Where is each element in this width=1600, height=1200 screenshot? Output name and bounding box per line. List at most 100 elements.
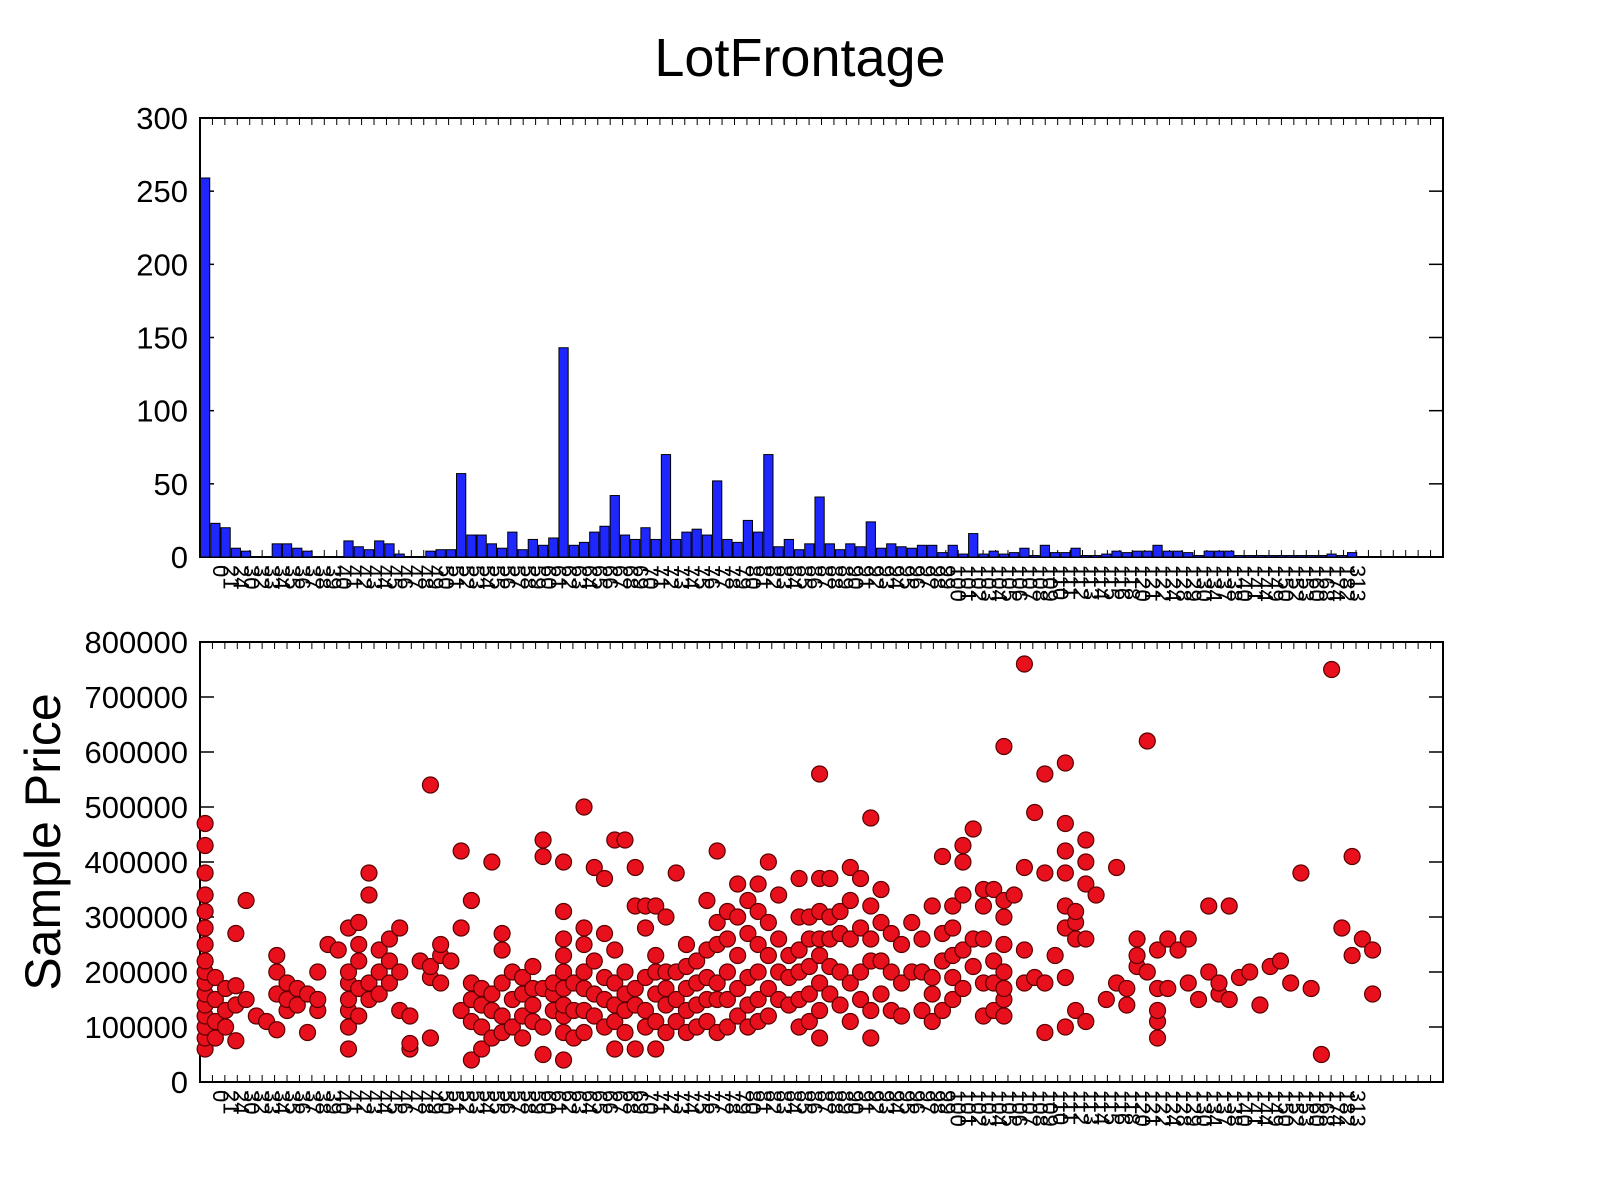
scatter-point bbox=[554, 853, 573, 871]
scatter-point bbox=[575, 935, 593, 954]
scatter-point bbox=[595, 924, 614, 943]
scatter-point bbox=[473, 1040, 491, 1058]
scatter-point bbox=[421, 957, 440, 976]
x-tick-label: 48 bbox=[413, 1090, 438, 1114]
x-tick-label: 73 bbox=[669, 1090, 694, 1114]
x-tick-label: 182 bbox=[1335, 565, 1360, 602]
x-tick-label: 50 bbox=[433, 565, 458, 589]
x-tick-label: 24 bbox=[229, 565, 254, 589]
histogram-bar bbox=[1080, 555, 1091, 558]
x-tick-label: 140 bbox=[1232, 565, 1257, 602]
scatter-point bbox=[749, 963, 767, 981]
scatter-point bbox=[1097, 990, 1115, 1009]
x-tick-label: 56 bbox=[495, 1090, 520, 1114]
scatter-point bbox=[974, 930, 993, 948]
x-tick-label: 48 bbox=[413, 565, 438, 589]
scatter-point bbox=[749, 935, 767, 954]
histogram-bar bbox=[650, 538, 661, 558]
x-tick-label: 68 bbox=[618, 565, 643, 589]
x-tick-label: 90 bbox=[843, 565, 868, 589]
scatter-point bbox=[452, 919, 470, 937]
x-tick-label: 128 bbox=[1171, 1090, 1196, 1127]
histogram-bar bbox=[1142, 550, 1153, 558]
x-tick-label: 137 bbox=[1212, 1090, 1237, 1127]
scatter-point bbox=[483, 985, 501, 1003]
y-tick-label: 200000 bbox=[85, 955, 188, 990]
scatter-point bbox=[862, 897, 880, 915]
x-tick-label: 78 bbox=[720, 565, 745, 589]
histogram-bar bbox=[753, 531, 764, 558]
x-tick-label: 80 bbox=[741, 1090, 766, 1114]
histogram-bar bbox=[1275, 555, 1286, 558]
histogram-bar bbox=[712, 480, 723, 558]
scatter-point bbox=[964, 820, 982, 838]
histogram-bar bbox=[978, 553, 989, 558]
x-tick-label: 53 bbox=[464, 1090, 489, 1114]
scatter-point bbox=[954, 853, 972, 871]
histogram-bar bbox=[394, 553, 405, 558]
scatter-point bbox=[667, 1012, 685, 1031]
scatter-point bbox=[995, 935, 1013, 954]
x-tick-label: 79 bbox=[730, 565, 755, 589]
scatter-point bbox=[1118, 996, 1136, 1014]
scatter-point bbox=[1343, 946, 1361, 965]
x-tick-label: 73 bbox=[669, 565, 694, 589]
histogram-bar bbox=[599, 525, 610, 558]
scatter-point bbox=[800, 985, 818, 1003]
scatter-point bbox=[227, 977, 245, 995]
y-tick-label: 200 bbox=[136, 247, 188, 282]
scatter-point bbox=[1271, 952, 1290, 970]
x-tick-label: 36 bbox=[290, 565, 315, 589]
histogram-bar bbox=[722, 538, 733, 558]
x-tick-label: 109 bbox=[1038, 565, 1063, 602]
scatter-point bbox=[657, 908, 675, 926]
scatter-point bbox=[903, 913, 921, 932]
x-tick-label: 91 bbox=[853, 1090, 878, 1114]
histogram-bar bbox=[998, 553, 1010, 558]
scatter-point bbox=[933, 847, 952, 866]
x-tick-label: 93 bbox=[874, 1090, 899, 1114]
x-tick-label: 120 bbox=[1130, 565, 1155, 602]
y-tick-label: 150 bbox=[136, 321, 188, 356]
scatter-point bbox=[1056, 814, 1074, 833]
histogram-bar bbox=[640, 527, 651, 558]
scatter-point bbox=[196, 919, 214, 937]
histogram-bar bbox=[701, 534, 713, 558]
x-tick-label: 100 bbox=[945, 565, 970, 602]
scatter-point bbox=[1077, 930, 1095, 948]
x-tick-label: 313 bbox=[1345, 1090, 1370, 1127]
x-tick-label: 84 bbox=[782, 565, 807, 589]
scatter-point bbox=[1067, 902, 1085, 921]
scatter-point bbox=[749, 875, 767, 893]
scatter-point bbox=[995, 979, 1013, 998]
x-tick-label: 67 bbox=[608, 565, 633, 589]
x-tick-label: 313 bbox=[1345, 565, 1370, 602]
x-tick-label: 55 bbox=[485, 565, 510, 589]
scatter-point bbox=[1200, 963, 1218, 981]
scatter-point bbox=[554, 946, 573, 965]
x-tick-label: 75 bbox=[689, 565, 714, 589]
x-tick-label: 77 bbox=[710, 565, 735, 589]
x-tick-label: 140 bbox=[1232, 1090, 1257, 1127]
scatter-point bbox=[1026, 803, 1044, 822]
scatter-point bbox=[370, 941, 388, 959]
x-tick-label: 90 bbox=[843, 1090, 868, 1114]
x-tick-label: 53 bbox=[464, 565, 489, 589]
scatter-point bbox=[995, 963, 1013, 981]
x-tick-label: 21 bbox=[218, 565, 243, 589]
x-tick-label: 72 bbox=[659, 565, 684, 589]
y-tick-label: 100000 bbox=[85, 1010, 188, 1045]
scatter-point bbox=[493, 974, 511, 992]
x-tick-label: 63 bbox=[567, 1090, 592, 1114]
histogram-bar bbox=[1306, 555, 1317, 558]
x-tick-label: 84 bbox=[782, 1090, 807, 1114]
histogram-bar bbox=[1162, 550, 1173, 558]
scatter-point bbox=[227, 924, 245, 943]
scatter-point bbox=[862, 930, 880, 948]
histogram-bar bbox=[486, 543, 497, 558]
scatter-point bbox=[759, 1007, 777, 1025]
scatter-point bbox=[227, 1032, 245, 1050]
scatter-point bbox=[196, 902, 214, 921]
x-tick-label: 82 bbox=[761, 565, 786, 589]
histogram-bar bbox=[353, 546, 364, 558]
